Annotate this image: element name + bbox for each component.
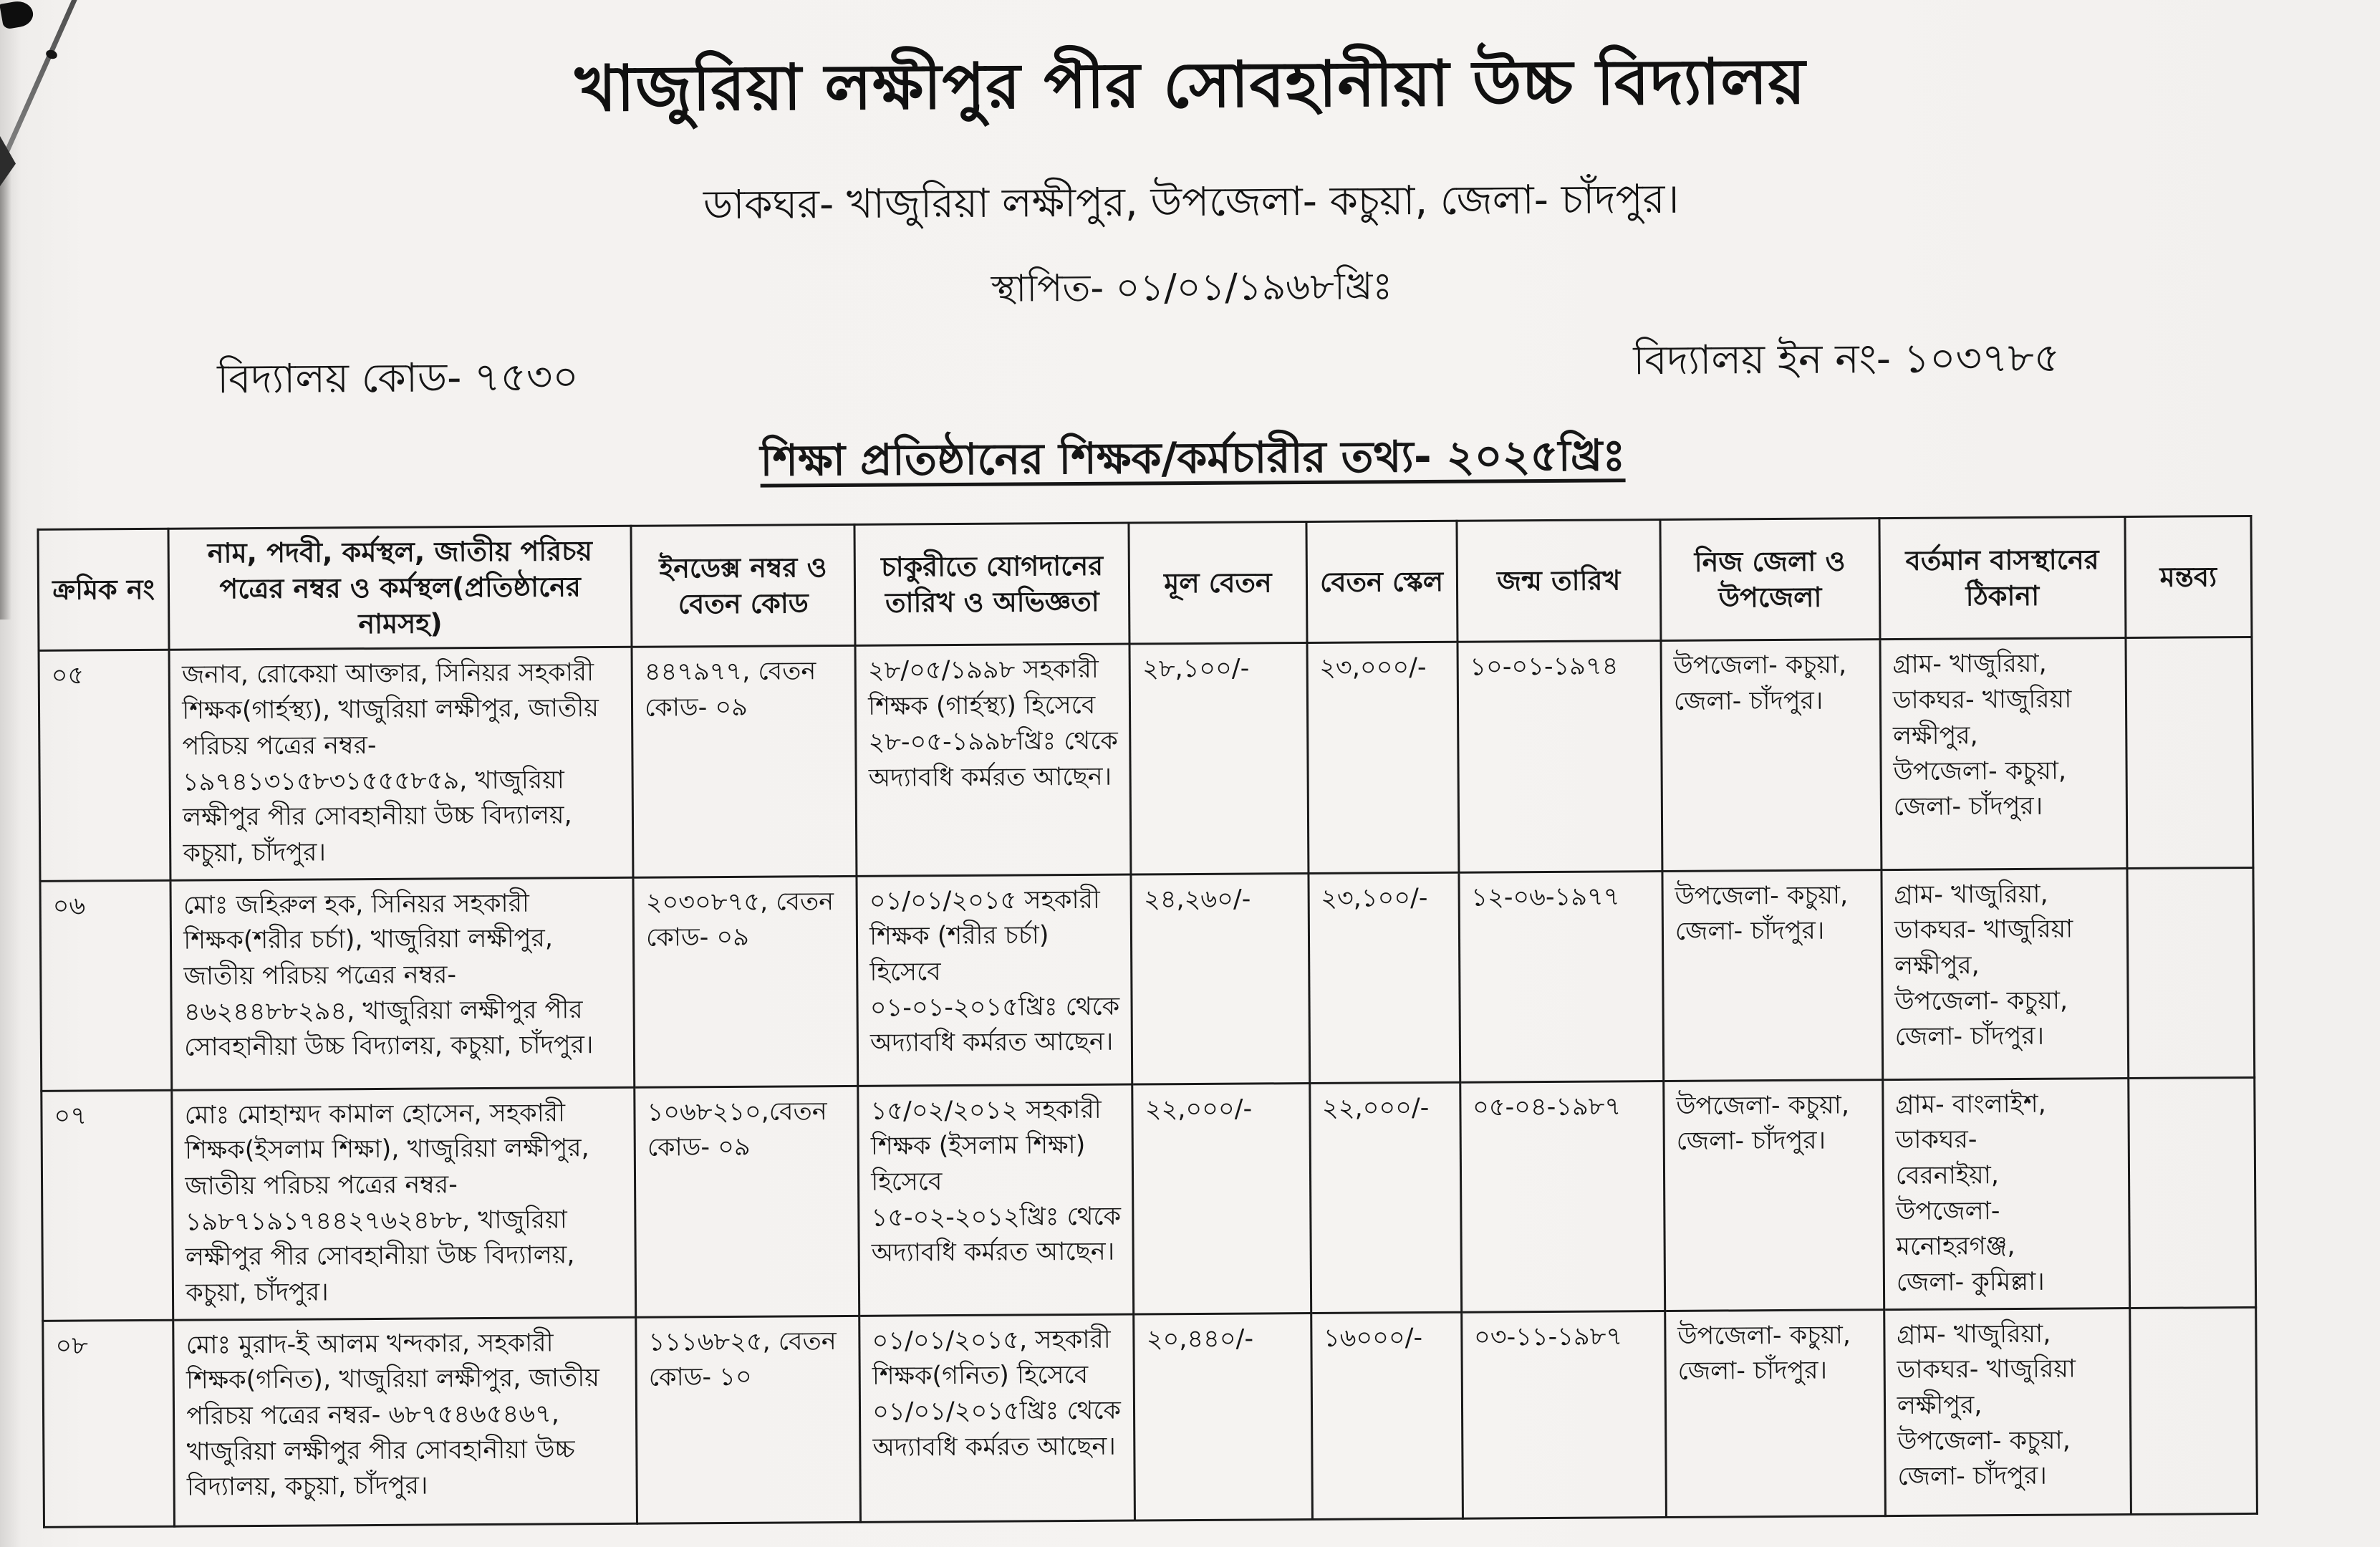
cell-serial: ০৭ <box>41 1089 174 1321</box>
cell-present-address: গ্রাম- খাজুরিয়া, ডাকঘর- খাজুরিয়া লক্ষী… <box>1884 1308 2131 1516</box>
cell-home-district: উপজেলা- কচুয়া, জেলা- চাঁদপুর। <box>1660 640 1882 872</box>
header-birth-date: জন্ম তারিখ <box>1456 519 1661 642</box>
cell-name: মোঃ মুরাদ-ই আলম খন্দকার, সহকারী শিক্ষক(গ… <box>173 1316 637 1526</box>
cell-basic-pay: ২৮,১০০/- <box>1129 642 1309 874</box>
cell-basic-pay: ২০,৪৪০/- <box>1134 1313 1312 1521</box>
staff-info-table: ক্রমিক নং নাম, পদবী, কর্মস্থল, জাতীয় পর… <box>37 515 2258 1528</box>
school-code-row: বিদ্যালয় কোড- ৭৫৩০ বিদ্যালয় ইন নং- ১০৩… <box>2 335 2380 417</box>
school-eiin: বিদ্যালয় ইন নং- ১০৩৭৮৫ <box>1633 334 2061 385</box>
cell-pay-scale: ১৬০০০/- <box>1311 1311 1463 1520</box>
cell-remarks <box>2129 1307 2258 1515</box>
cell-present-address: গ্রাম- খাজুরিয়া, ডাকঘর- খাজুরিয়া লক্ষী… <box>1881 868 2129 1080</box>
cell-name: জনাব, রোকেয়া আক্তার, সিনিয়র সহকারী শিক… <box>169 647 634 880</box>
header-basic-pay: মূল বেতন <box>1129 521 1307 645</box>
table-row: ০৫ জনাব, রোকেয়া আক্তার, সিনিয়র সহকারী … <box>39 637 2253 881</box>
header-index: ইনডেক্স নম্বর ও বেতন কোড <box>631 524 856 647</box>
cell-index: ১০৬৮২১০,বেতন কোড- ০৯ <box>634 1085 859 1317</box>
cell-basic-pay: ২২,০০০/- <box>1132 1083 1311 1314</box>
cell-birth-date: ০৫-০৪-১৯৮৭ <box>1460 1081 1665 1312</box>
cell-index: ১১১৬৮২৫, বেতন কোড- ১০ <box>635 1316 861 1523</box>
cell-remarks <box>2128 1077 2256 1309</box>
cell-serial: ০৫ <box>39 650 171 881</box>
cell-pay-scale: ২৩,০০০/- <box>1306 642 1459 874</box>
cell-birth-date: ১০-০১-১৯৭৪ <box>1457 640 1662 872</box>
cell-name: মোঃ মোহাম্মদ কামাল হোসেন, সহকারী শিক্ষক(… <box>172 1086 636 1320</box>
cell-serial: ০৬ <box>39 879 173 1091</box>
cell-index: ৪৪৭৯৭৭, বেতন কোড- ০৯ <box>632 645 857 877</box>
cell-joining: ২৮/০৫/১৯৯৮ সহকারী শিক্ষক (গার্হস্থ্য) হি… <box>855 644 1132 876</box>
header-pay-scale: বেতন স্কেল <box>1306 521 1458 643</box>
cell-home-district: উপজেলা- কচুয়া, জেলা- চাঁদপুর। <box>1663 1079 1884 1311</box>
school-address-line: ডাকঘর- খাজুরিয়া লক্ষীপুর, উপজেলা- কচুয়… <box>703 175 1680 229</box>
scan-left-edge-shadow <box>0 161 11 620</box>
cell-joining: ০১/০১/২০১৫ সহকারী শিক্ষক (শরীর চর্চা) হি… <box>857 874 1133 1086</box>
cell-joining: ১৫/০২/২০১২ সহকারী শিক্ষক (ইসলাম শিক্ষা) … <box>857 1084 1134 1316</box>
cell-present-address: গ্রাম- বাংলাইশ, ডাকঘর- বেরনাইয়া, উপজেলা… <box>1882 1078 2130 1310</box>
header-home-district: নিজ জেলা ও উপজেলা <box>1659 518 1880 641</box>
header-joining: চাকুরীতে যোগদানের তারিখ ও অভিজ্ঞতা <box>854 523 1130 646</box>
header-serial: ক্রমিক নং <box>37 529 170 651</box>
cell-present-address: গ্রাম- খাজুরিয়া, ডাকঘর- খাজুরিয়া লক্ষী… <box>1879 638 2127 870</box>
cell-serial: ০৮ <box>42 1319 175 1528</box>
table-row: ০৮ মোঃ মুরাদ-ই আলম খন্দকার, সহকারী শিক্ষ… <box>42 1307 2258 1528</box>
cell-birth-date: ১২-০৬-১৯৭৭ <box>1458 871 1664 1082</box>
sheet-title-text: শিক্ষা প্রতিষ্ঠানের শিক্ষক/কর্মচারীর তথ্… <box>760 430 1626 486</box>
table-row: ০৬ মোঃ জহিরুল হক, সিনিয়র সহকারী শিক্ষক(… <box>39 867 2255 1091</box>
cell-birth-date: ০৩-১১-১৯৮৭ <box>1461 1311 1667 1518</box>
cell-home-district: উপজেলা- কচুয়া, জেলা- চাঁদপুর। <box>1664 1309 1886 1518</box>
established-date-line: স্থাপিত- ০১/০১/১৯৬৮খ্রিঃ <box>991 265 1393 311</box>
cell-joining: ০১/০১/২০১৫, সহকারী শিক্ষক(গনিত) হিসেবে ০… <box>859 1314 1135 1523</box>
school-code: বিদ্যালয় কোড- ৭৫৩০ <box>217 354 579 403</box>
cell-pay-scale: ২৩,১০০/- <box>1308 872 1460 1084</box>
cell-basic-pay: ২৪,২৬০/- <box>1131 873 1310 1084</box>
school-name-title: খাজুরিয়া লক্ষীপুর পীর সোবহানীয়া উচ্চ ব… <box>574 44 1806 126</box>
header-remarks: মন্তব্য <box>2124 516 2252 639</box>
header-present-address: বর্তমান বাসস্থানের ঠিকানা <box>1879 516 2126 640</box>
cell-home-district: উপজেলা- কচুয়া, জেলা- চাঁদপুর। <box>1662 869 1883 1081</box>
cell-remarks <box>2125 637 2253 869</box>
cell-name: মোঃ জহিরুল হক, সিনিয়র সহকারী শিক্ষক(শরী… <box>170 877 635 1090</box>
table-row: ০৭ মোঃ মোহাম্মদ কামাল হোসেন, সহকারী শিক্… <box>41 1077 2256 1321</box>
table-header-row: ক্রমিক নং নাম, পদবী, কর্মস্থল, জাতীয় পর… <box>37 516 2252 651</box>
cell-index: ২০৩০৮৭৫, বেতন কোড- ০৯ <box>633 875 858 1087</box>
header-name: নাম, পদবী, কর্মস্থল, জাতীয় পরিচয় পত্রে… <box>168 526 632 650</box>
cell-remarks <box>2126 867 2255 1079</box>
cell-pay-scale: ২২,০০০/- <box>1309 1081 1462 1314</box>
sheet-title: শিক্ষা প্রতিষ্ঠানের শিক্ষক/কর্মচারীর তথ্… <box>3 418 2380 504</box>
